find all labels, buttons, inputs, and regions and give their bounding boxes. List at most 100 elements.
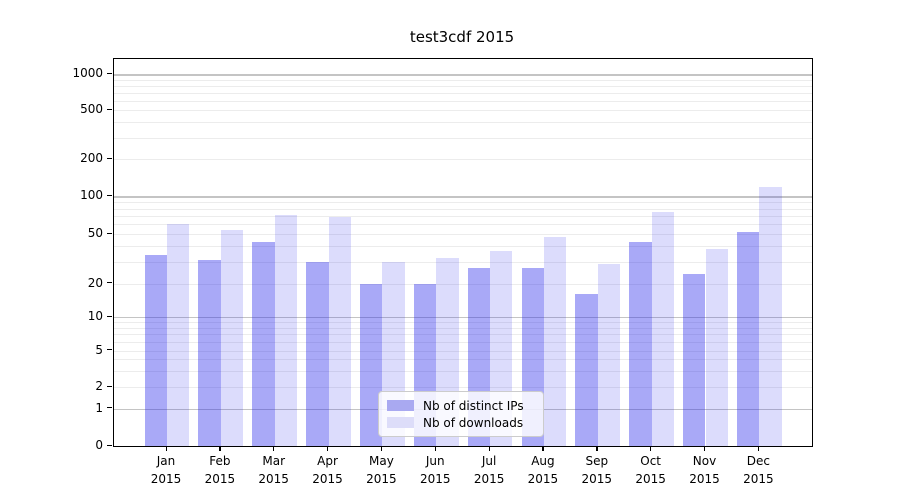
xtick-month-sep: Sep	[585, 454, 609, 468]
gridline-minor-4	[114, 359, 812, 361]
bar-distinct-ips-dec	[736, 232, 760, 446]
xtick-year-dec: 2015	[743, 471, 774, 486]
gridline-minor-400	[114, 122, 812, 124]
xtick-label-feb: Feb 2015	[188, 453, 252, 488]
bar-downloads-oct	[651, 212, 675, 446]
xtick-label-may: May 2015	[349, 453, 413, 488]
ytick-label-200: 200	[80, 151, 103, 166]
xtick-year-feb: 2015	[204, 471, 236, 486]
xtick-month-jun: Jun	[425, 454, 445, 468]
xtick-month-aug: Aug	[531, 454, 555, 468]
gridline-major-100	[114, 196, 812, 198]
bar-distinct-ips-jan	[144, 255, 167, 446]
xtick-year-jul: 2015	[473, 471, 505, 486]
xtick-label-dec: Dec 2015	[726, 453, 790, 488]
ytick-label-500: 500	[80, 102, 103, 117]
gridline-minor-20	[114, 283, 812, 285]
xtick-mark-apr	[327, 446, 329, 451]
xtick-mark-sep	[596, 446, 598, 451]
ytick-mark-50	[107, 232, 112, 235]
xtick-month-jul: Jul	[481, 454, 497, 468]
bar-downloads-dec	[759, 186, 782, 446]
bar-downloads-jan	[167, 224, 190, 446]
gridline-minor-40	[114, 246, 812, 248]
xtick-mark-jun	[434, 446, 437, 451]
xtick-month-nov: Nov	[692, 454, 717, 468]
ytick-mark-500	[107, 108, 112, 111]
xtick-month-mar: Mar	[262, 454, 285, 468]
gridline-minor-900	[114, 79, 812, 81]
xtick-mark-oct	[650, 446, 652, 451]
gridline-minor-6	[114, 341, 812, 343]
legend-swatch-distinct-ips	[387, 400, 414, 411]
chart-title: test3cdf 2015	[409, 28, 515, 46]
gridline-minor-9	[114, 322, 812, 324]
xtick-month-apr: Apr	[317, 454, 338, 468]
gridline-minor-60	[114, 224, 812, 226]
gridline-minor-3	[114, 370, 812, 372]
gridline-minor-500	[114, 110, 812, 112]
gridline-minor-300	[114, 137, 812, 139]
xtick-label-apr: Apr 2015	[296, 453, 360, 488]
xtick-month-oct: Oct	[640, 454, 662, 468]
ytick-mark-10	[107, 315, 112, 317]
bar-downloads-apr	[328, 217, 351, 446]
ytick-label-10: 10	[87, 309, 103, 323]
legend-item-distinct-ips: Nb of distinct IPs	[387, 399, 534, 413]
legend-swatch-downloads	[387, 417, 414, 428]
bar-downloads-nov	[705, 249, 728, 446]
ytick-label-2: 2	[95, 379, 103, 393]
xtick-mark-aug	[542, 446, 544, 451]
legend-label-downloads: Nb of downloads	[423, 415, 524, 430]
gridline-minor-90	[114, 202, 812, 204]
ytick-mark-100	[107, 194, 112, 197]
xtick-mark-nov	[704, 446, 706, 451]
bar-distinct-ips-oct	[629, 242, 652, 446]
xtick-label-nov: Nov 2015	[673, 453, 737, 488]
xtick-year-may: 2015	[366, 471, 397, 486]
gridline-minor-5	[114, 350, 812, 352]
xtick-month-may: May	[368, 454, 394, 468]
gridline-major-1000	[114, 74, 812, 76]
bar-distinct-ips-mar	[252, 242, 275, 446]
xtick-label-mar: Mar 2015	[242, 453, 306, 488]
ytick-label-100: 100	[80, 188, 103, 203]
plot-area	[113, 58, 813, 447]
xtick-month-feb: Feb	[209, 454, 231, 468]
xtick-year-jun: 2015	[419, 471, 451, 486]
xtick-label-aug: Aug 2015	[511, 453, 575, 488]
gridline-minor-30	[114, 261, 812, 263]
bar-distinct-ips-feb	[198, 260, 221, 446]
xtick-mark-jul	[488, 446, 490, 451]
gridline-minor-80	[114, 208, 812, 210]
xtick-label-sep: Sep 2015	[565, 453, 629, 488]
xtick-year-apr: 2015	[312, 471, 343, 486]
xtick-month-dec: Dec	[746, 454, 770, 468]
ytick-label-1: 1	[95, 400, 103, 415]
gridline-minor-70	[114, 215, 812, 217]
bar-downloads-aug	[543, 236, 567, 446]
xtick-label-oct: Oct 2015	[619, 453, 683, 488]
bar-distinct-ips-apr	[306, 261, 329, 446]
bar-distinct-ips-may	[360, 283, 383, 446]
gridline-minor-2	[114, 387, 812, 388]
xtick-year-oct: 2015	[635, 471, 666, 486]
gridline-major-10	[114, 317, 812, 319]
xtick-month-jan: Jan	[156, 454, 176, 468]
bar-downloads-mar	[274, 215, 298, 446]
bar-distinct-ips-nov	[683, 273, 706, 446]
ytick-label-5: 5	[95, 342, 103, 357]
ytick-label-1000: 1000	[72, 66, 103, 81]
xtick-label-jun: Jun 2015	[403, 453, 467, 488]
xtick-year-mar: 2015	[258, 471, 289, 486]
ytick-mark-200	[107, 157, 112, 160]
gridline-minor-50	[114, 234, 812, 236]
ytick-label-0: 0	[95, 438, 103, 452]
xtick-label-jan: Jan 2015	[134, 453, 198, 488]
legend-item-downloads: Nb of downloads	[387, 416, 534, 430]
ytick-label-20: 20	[87, 275, 103, 290]
gridline-minor-600	[114, 100, 812, 102]
ytick-mark-1000	[107, 72, 112, 75]
ytick-mark-5	[107, 349, 112, 351]
